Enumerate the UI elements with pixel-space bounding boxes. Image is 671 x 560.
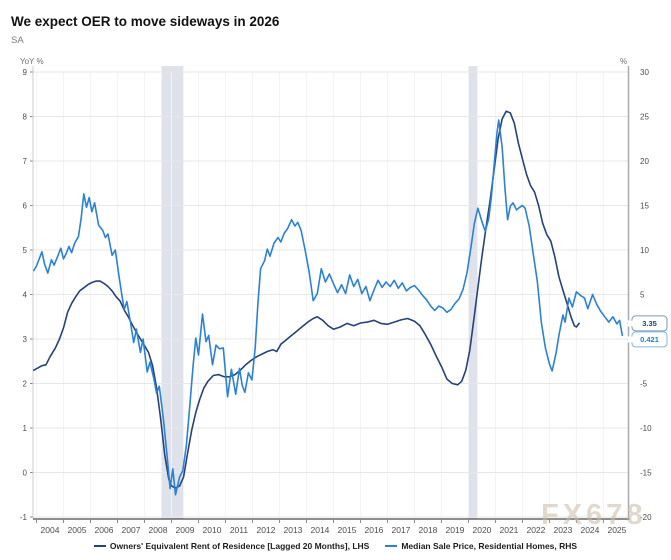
x-axis-year-label: 2019 xyxy=(445,525,464,535)
chart-subtitle: SA xyxy=(11,35,24,46)
left-axis-tick-label: 9 xyxy=(23,68,28,77)
x-axis-year-label: 2010 xyxy=(203,525,222,535)
right-axis-tick-label: 25 xyxy=(640,112,649,121)
right-axis-tick-label: 20 xyxy=(640,157,649,166)
chart-title: We expect OER to move sideways in 2026 xyxy=(11,14,280,29)
x-axis-year-label: 2023 xyxy=(553,525,572,535)
x-axis-year-label: 2008 xyxy=(149,525,168,535)
left-axis-tick-label: 2 xyxy=(23,379,28,388)
right-axis-tick-label: 30 xyxy=(640,68,649,77)
left-axis-title: YoY % xyxy=(20,57,44,66)
x-axis-year-label: 2017 xyxy=(391,525,410,535)
x-axis-year-label: 2005 xyxy=(68,525,87,535)
x-axis-year-label: 2004 xyxy=(41,525,60,535)
right-axis-title: % xyxy=(620,57,628,66)
left-axis-tick-label: 1 xyxy=(23,424,28,433)
chart-legend: Owners' Equivalent Rent of Residence [La… xyxy=(0,541,671,551)
left-axis-tick-label: -1 xyxy=(20,513,28,522)
legend-label: Median Sale Price, Residential Homes, RH… xyxy=(401,541,578,551)
x-axis-year-label: 2014 xyxy=(311,525,330,535)
left-axis-tick-label: 0 xyxy=(23,468,28,477)
x-axis-year-label: 2016 xyxy=(365,525,384,535)
right-axis-tick-label: 10 xyxy=(640,246,649,255)
callout-value-label: 3.35 xyxy=(642,319,657,328)
legend-line-swatch xyxy=(93,545,106,547)
watermark: FX678 xyxy=(541,499,647,531)
x-axis-year-label: 2021 xyxy=(499,525,518,535)
right-axis-tick-label: -20 xyxy=(640,513,652,522)
left-axis-tick-label: 7 xyxy=(23,157,28,166)
x-axis-year-label: 2007 xyxy=(122,525,141,535)
left-axis-tick-label: 4 xyxy=(23,290,28,299)
x-axis-year-label: 2025 xyxy=(607,525,626,535)
x-axis-year-label: 2022 xyxy=(526,525,545,535)
right-axis-tick-label: -15 xyxy=(640,468,652,477)
legend-item-msp: Median Sale Price, Residential Homes, RH… xyxy=(385,541,577,551)
x-axis-year-label: 2013 xyxy=(284,525,303,535)
x-axis-year-label: 2009 xyxy=(176,525,195,535)
legend-label: Owners' Equivalent Rent of Residence [La… xyxy=(109,541,370,551)
left-axis-tick-label: 3 xyxy=(23,335,28,344)
oer-series-line xyxy=(32,110,580,489)
msp-series-line xyxy=(32,119,624,496)
right-axis-tick-label: 5 xyxy=(640,290,645,299)
legend-item-oer: Owners' Equivalent Rent of Residence [La… xyxy=(93,541,370,551)
x-axis-year-label: 2024 xyxy=(580,525,599,535)
left-axis-tick-label: 8 xyxy=(23,112,28,121)
recession-band xyxy=(468,66,478,519)
x-axis-year-label: 2006 xyxy=(95,525,114,535)
x-axis-year-label: 2015 xyxy=(338,525,357,535)
x-axis-year-label: 2011 xyxy=(230,525,249,535)
callout-value-label: 0.421 xyxy=(640,335,659,344)
legend-line-swatch xyxy=(385,545,398,547)
x-axis-year-label: 2012 xyxy=(257,525,276,535)
left-axis-tick-label: 6 xyxy=(23,201,28,210)
right-axis-tick-label: 15 xyxy=(640,201,649,210)
x-axis-year-label: 2020 xyxy=(472,525,491,535)
right-axis-tick-label: -10 xyxy=(640,424,652,433)
left-axis-tick-label: 5 xyxy=(23,246,28,255)
x-axis-year-label: 2018 xyxy=(418,525,437,535)
right-axis-tick-label: -5 xyxy=(640,379,648,388)
recession-band xyxy=(161,66,184,519)
